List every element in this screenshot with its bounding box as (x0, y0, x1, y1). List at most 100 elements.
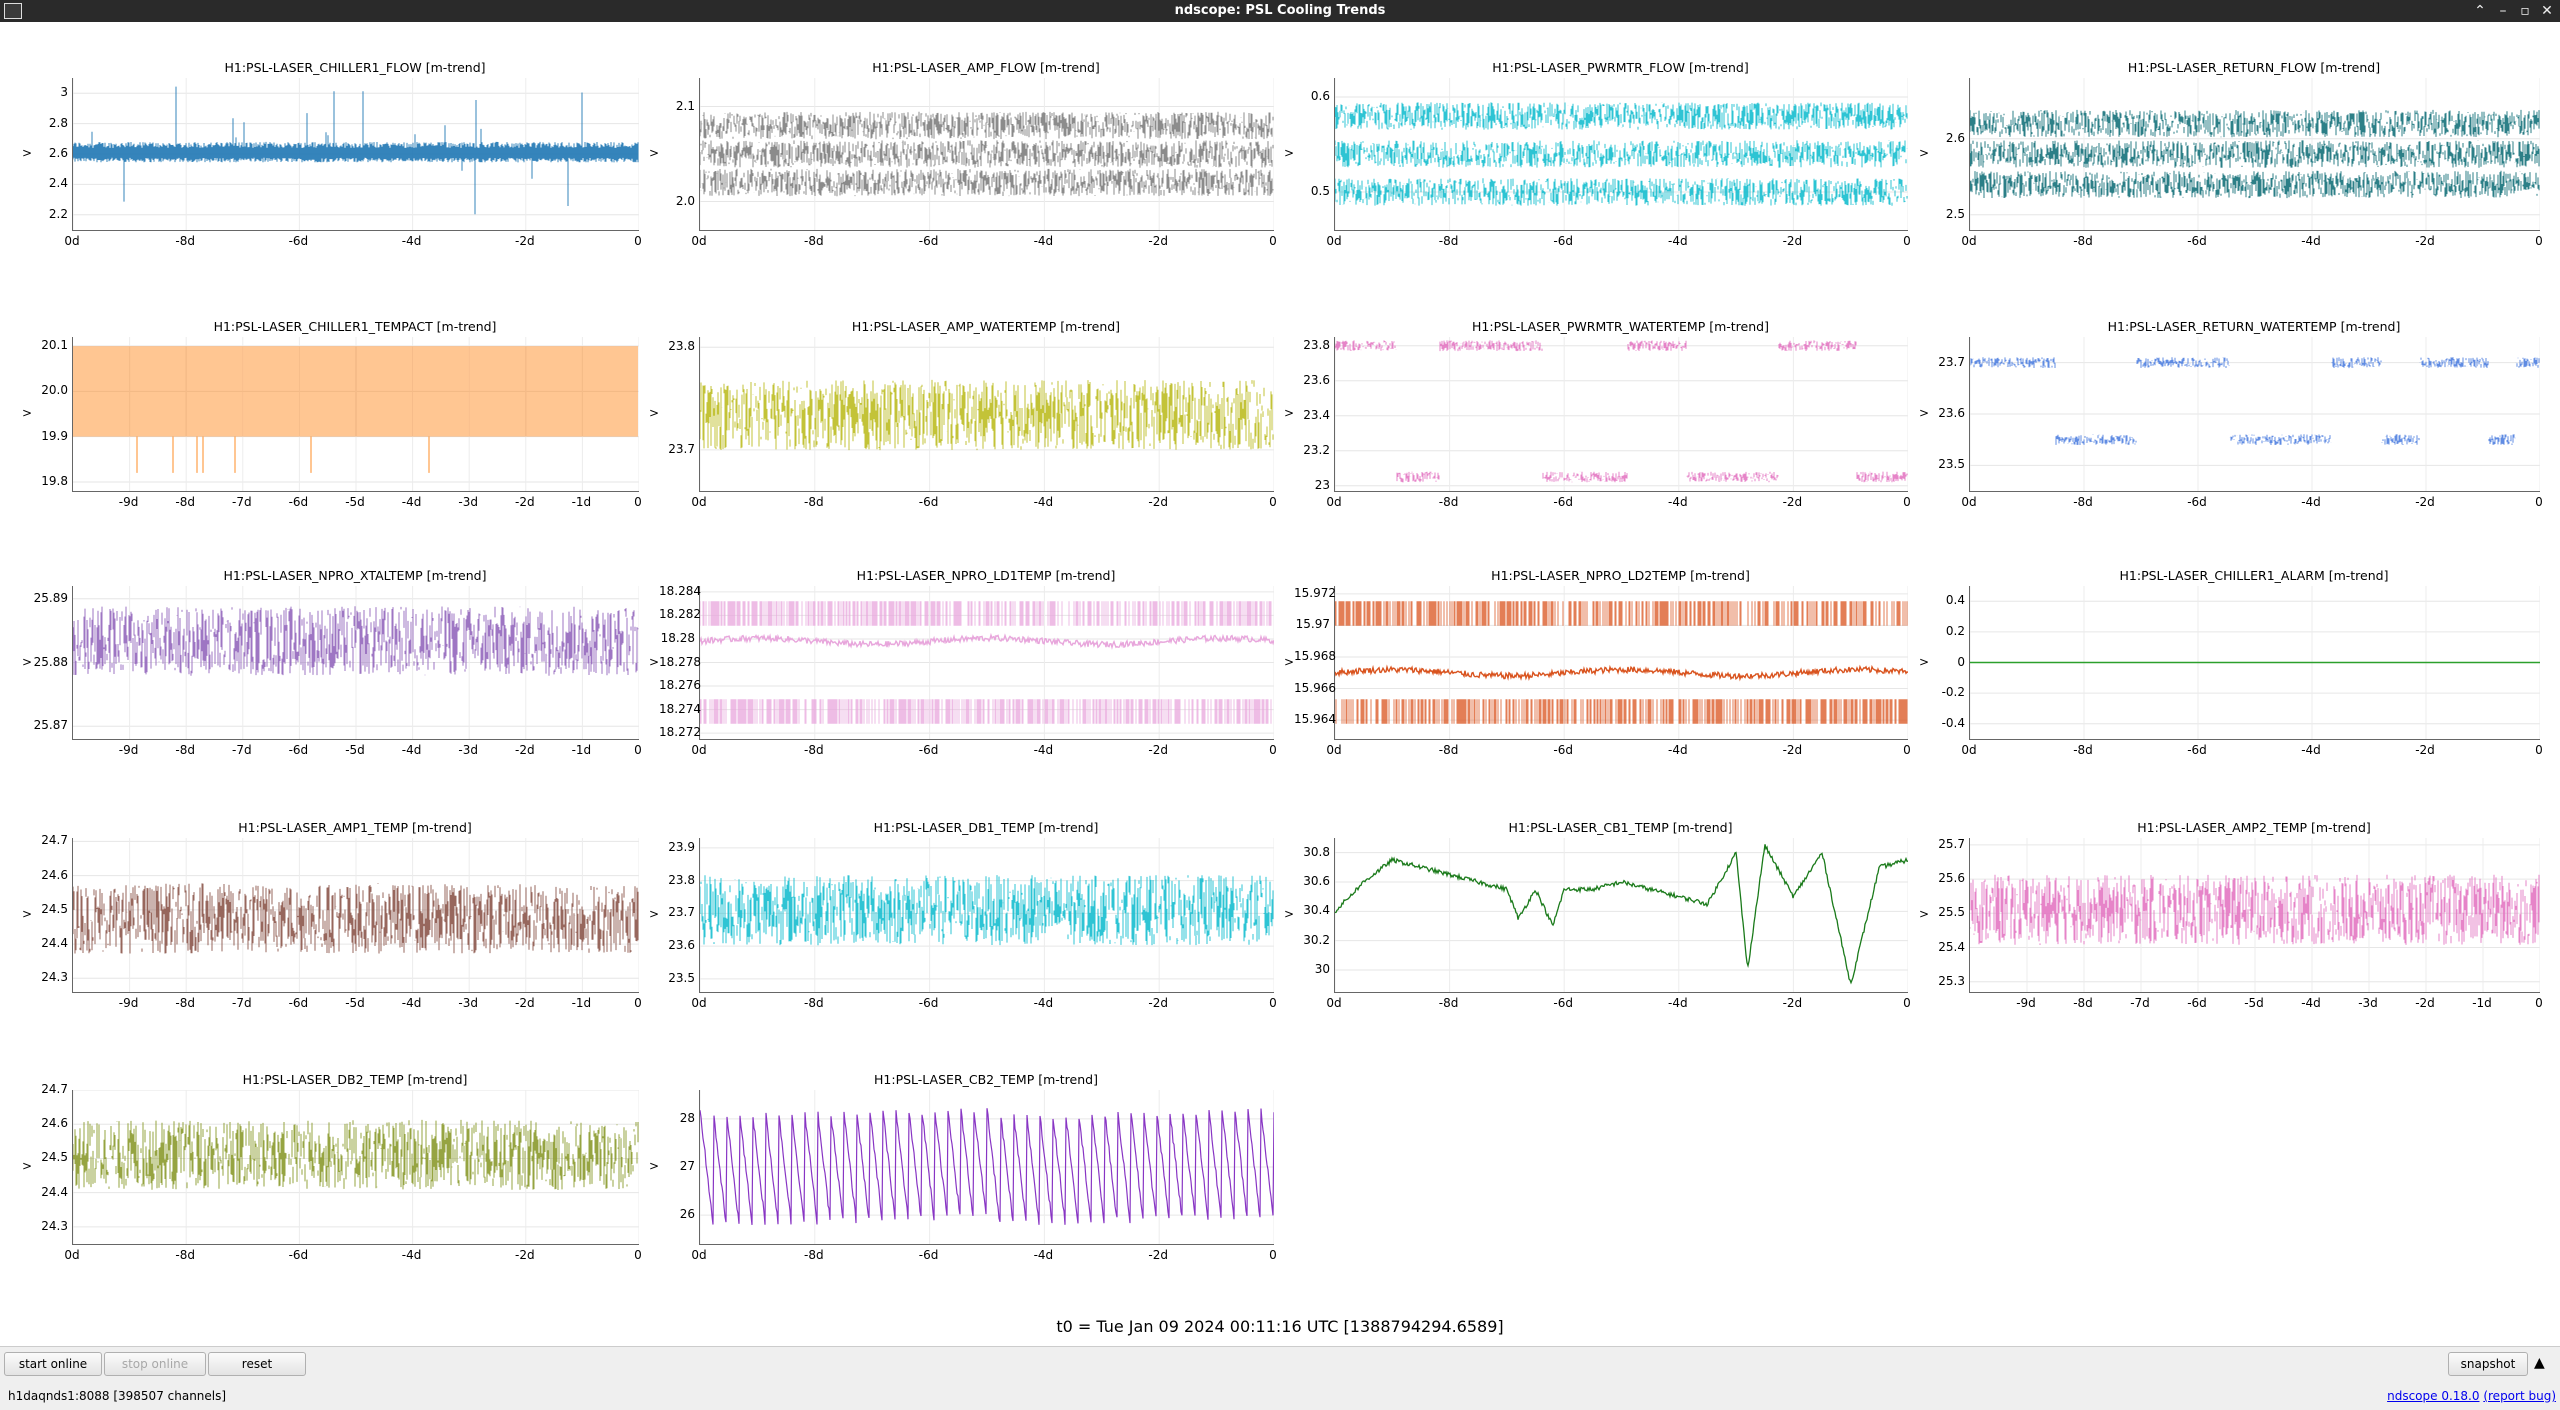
x-tick-label: -4d (2301, 996, 2321, 1010)
y-axis-label: > (22, 1159, 33, 1173)
plot-area[interactable] (699, 838, 1274, 993)
plot-area[interactable] (1969, 78, 2540, 231)
plot-area[interactable] (699, 1090, 1274, 1245)
plot-area[interactable] (72, 78, 639, 231)
plot-canvas (700, 337, 1274, 491)
plot-canvas (700, 1090, 1274, 1244)
y-tick-label: 25.6 (1938, 871, 1965, 886)
x-tick-label: -4d (401, 495, 422, 509)
y-tick-label: 24.5 (41, 1150, 68, 1165)
y-tick-label: 25.89 (33, 590, 68, 605)
keep-above-icon[interactable]: ⌃ (2474, 3, 2486, 19)
y-tick-label: 18.276 (659, 678, 701, 693)
series-trace (700, 601, 1272, 724)
y-axis-label: > (649, 406, 660, 420)
plot-title: H1:PSL-LASER_PWRMTR_WATERTEMP [m-trend] (1472, 319, 1769, 334)
plot-area[interactable] (1969, 838, 2540, 993)
x-tick-label: -1d (571, 996, 592, 1010)
x-tick-label: -5d (345, 743, 365, 757)
maximize-icon[interactable]: ▫ (2520, 3, 2530, 19)
x-tick-label: -5d (345, 996, 365, 1010)
y-tick-label: 30.8 (1303, 844, 1330, 859)
start-online-button[interactable]: start online (4, 1352, 102, 1376)
x-tick-label: -7d (232, 743, 252, 757)
plot-area[interactable] (699, 337, 1274, 492)
x-tick-label: -8d (804, 234, 824, 248)
report-bug-link[interactable]: (report bug) (2483, 1389, 2556, 1403)
series-line (1335, 664, 1908, 682)
y-tick-label: 0.6 (1310, 89, 1330, 103)
y-tick-label: 24.3 (41, 1218, 68, 1233)
x-tick-label: -8d (804, 1248, 824, 1262)
y-tick-label: 15.968 (1294, 648, 1336, 663)
y-tick-label: 2.6 (1945, 130, 1965, 145)
collapse-arrow-icon[interactable]: ▲ (2534, 1355, 2545, 1371)
plot-area[interactable] (72, 1090, 639, 1245)
plot-area[interactable] (699, 586, 1274, 740)
x-tick-label: -6d (288, 1248, 309, 1262)
y-tick-label: 23.8 (668, 872, 695, 887)
y-axis-label: > (649, 146, 660, 160)
plot-area[interactable] (1334, 337, 1908, 492)
y-axis-label: > (1919, 654, 1930, 669)
series-trace (700, 379, 1274, 451)
reset-button[interactable]: reset (208, 1352, 306, 1376)
y-tick-label: 25.3 (1938, 973, 1965, 988)
x-tick-label: 0d (1961, 743, 1977, 757)
plot-title: H1:PSL-LASER_CB1_TEMP [m-trend] (1508, 820, 1733, 835)
snapshot-button[interactable]: snapshot (2448, 1352, 2528, 1376)
y-tick-label: 15.972 (1294, 585, 1336, 600)
version-link[interactable]: ndscope 0.18.0 (2387, 1389, 2480, 1403)
plot-grid[interactable]: H1:PSL-LASER_CHILLER1_FLOW [m-trend] >3 2.… (0, 22, 2560, 1342)
x-tick-label: -4d (1668, 495, 1688, 509)
x-tick-label: -3d (458, 743, 478, 757)
plot-area[interactable] (699, 78, 1274, 231)
y-tick-label: 27 (679, 1159, 695, 1173)
plot-area[interactable] (1969, 337, 2540, 492)
x-tick-label: -8d (1438, 495, 1459, 509)
x-tick-label: -8d (175, 234, 195, 248)
x-tick-label: -6d (288, 743, 309, 757)
y-tick-label: 24.6 (41, 867, 68, 882)
plot-area[interactable] (1334, 586, 1908, 740)
plot-area[interactable] (72, 586, 639, 740)
y-tick-label: 23.7 (1938, 354, 1965, 369)
y-axis-label: > (22, 406, 33, 420)
y-tick-label: 2.2 (48, 206, 68, 221)
control-bar: start online stop online reset snapshot … (0, 1346, 2560, 1410)
y-tick-label: 30 (1314, 962, 1330, 976)
y-tick-label: 20.0 (41, 383, 68, 398)
x-tick-label: -6d (918, 743, 939, 757)
x-tick-label: -4d (401, 1248, 422, 1262)
y-tick-label: 18.278 (659, 654, 701, 669)
x-tick-label: -2d (515, 1248, 535, 1262)
x-tick-label: -6d (918, 234, 939, 248)
y-axis-label: > (22, 654, 33, 669)
plot-area[interactable] (1969, 586, 2540, 740)
x-tick-label: -4d (1033, 743, 1054, 757)
close-icon[interactable]: ✕ (2541, 3, 2553, 19)
x-tick-label: -5d (345, 495, 365, 509)
series-trace (700, 1108, 1274, 1225)
minimize-icon[interactable]: – (2499, 3, 2507, 19)
series-trace (1970, 874, 2540, 945)
plot-canvas (1970, 586, 2540, 739)
plot-area[interactable] (72, 838, 639, 993)
x-tick-label: -2d (1782, 743, 1803, 757)
x-tick-label: 0d (1961, 234, 1977, 248)
x-tick-label: 0d (691, 996, 707, 1010)
x-tick-label: 0 (1269, 1248, 1277, 1262)
y-tick-label: 3 (60, 85, 68, 100)
series-trace (1335, 102, 1908, 206)
x-tick-label: -2d (1148, 234, 1168, 248)
x-tick-label: -8d (804, 996, 824, 1010)
plot-area[interactable] (72, 337, 639, 492)
y-tick-label: 24.3 (41, 970, 68, 985)
x-tick-label: -4d (1033, 1248, 1054, 1262)
plot-area[interactable] (1334, 838, 1908, 993)
x-tick-label: 0 (634, 996, 642, 1010)
x-tick-label: -8d (804, 495, 824, 509)
plot-area[interactable] (1334, 78, 1908, 231)
y-tick-label: 23.8 (1303, 337, 1330, 352)
y-tick-label: 23.5 (668, 970, 695, 985)
